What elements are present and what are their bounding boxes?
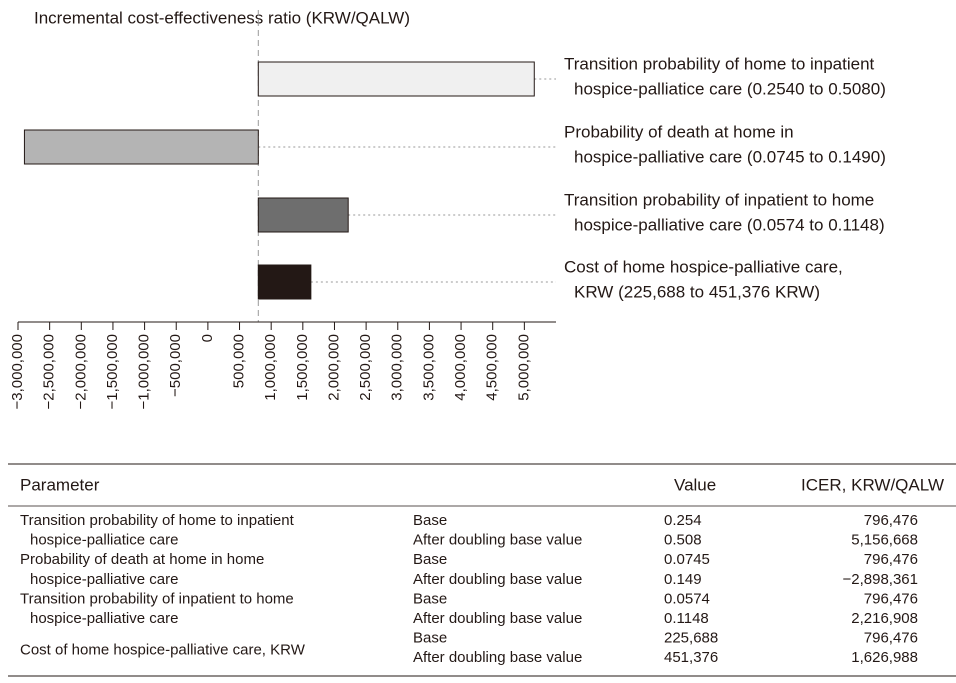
table-cell: After doubling base value: [413, 532, 582, 549]
table-cell: Cost of home hospice-palliative care, KR…: [20, 641, 306, 658]
x-tick-label: −2,000,000: [72, 334, 89, 410]
table-cell: hospice-palliative care: [30, 571, 178, 588]
table-cell: hospice-palliative care: [30, 610, 178, 627]
table-cell: 225,688: [664, 630, 718, 647]
x-tick-label: 4,500,000: [484, 334, 501, 401]
table-cell: 0.254: [664, 512, 702, 529]
table-header: ICER, KRW/QALW: [801, 475, 944, 494]
table-cell: 0.0574: [664, 590, 710, 607]
x-tick-label: 2,000,000: [325, 334, 342, 401]
bar: [257, 197, 349, 233]
table-cell: After doubling base value: [413, 610, 582, 627]
table-cell: 796,476: [864, 630, 918, 647]
x-tick-label: 500,000: [230, 334, 247, 388]
table-cell: Probability of death at home in home: [20, 551, 264, 568]
table-cell: Base: [413, 512, 447, 529]
table-cell: Base: [413, 551, 447, 568]
bar: [257, 264, 312, 300]
x-tick-label: 2,500,000: [357, 334, 374, 401]
bar-label: hospice-palliative care (0.0574 to 0.114…: [574, 215, 885, 234]
bar-label: Probability of death at home in: [564, 122, 794, 141]
table-cell: 796,476: [864, 590, 918, 607]
table-cell: hospice-palliatice care: [30, 532, 178, 549]
x-tick-label: 3,000,000: [389, 334, 406, 401]
table-cell: 0.149: [664, 571, 702, 588]
table-cell: −2,898,361: [843, 571, 919, 588]
table-cell: 2,216,908: [851, 610, 918, 627]
table-cell: Transition probability of inpatient to h…: [20, 590, 294, 607]
x-tick-label: 1,500,000: [294, 334, 311, 401]
x-tick-label: 0: [199, 334, 216, 342]
x-tick-label: −1,500,000: [104, 334, 121, 410]
table-cell: 0.508: [664, 532, 702, 549]
table-cell: 796,476: [864, 551, 918, 568]
table-cell: 5,156,668: [851, 532, 918, 549]
x-tick-label: 3,500,000: [420, 334, 437, 401]
x-tick-label: −2,500,000: [41, 334, 58, 410]
chart-title: Incremental cost-effectiveness ratio (KR…: [34, 8, 410, 27]
table-cell: 0.1148: [664, 610, 709, 627]
table-cell: After doubling base value: [413, 649, 582, 666]
table-cell: 451,376: [664, 649, 718, 666]
table-cell: 0.0745: [664, 551, 710, 568]
x-tick-label: 5,000,000: [515, 334, 532, 401]
bar-label: Cost of home hospice-palliative care,: [564, 257, 843, 276]
table-cell: Base: [413, 630, 447, 647]
table-cell: 796,476: [864, 512, 918, 529]
bar-label: hospice-palliatice care (0.2540 to 0.508…: [574, 79, 886, 98]
bar: [23, 129, 259, 165]
x-tick-label: −500,000: [167, 334, 184, 397]
table-cell: Transition probability of home to inpati…: [20, 512, 295, 529]
table-header: Parameter: [20, 475, 100, 494]
x-tick-label: −3,000,000: [9, 334, 26, 410]
bar-label: Transition probability of inpatient to h…: [564, 190, 874, 209]
table-cell: After doubling base value: [413, 571, 582, 588]
table-cell: Base: [413, 590, 447, 607]
x-tick-label: 1,000,000: [262, 334, 279, 401]
bar-label: Transition probability of home to inpati…: [564, 54, 875, 73]
table-cell: 1,626,988: [851, 649, 918, 666]
x-tick-label: 4,000,000: [452, 334, 469, 401]
bar-label: KRW (225,688 to 451,376 KRW): [574, 282, 820, 301]
table-header: Value: [674, 475, 716, 494]
bar: [257, 61, 535, 97]
bar-label: hospice-palliative care (0.0745 to 0.149…: [574, 147, 886, 166]
x-tick-label: −1,000,000: [136, 334, 153, 410]
